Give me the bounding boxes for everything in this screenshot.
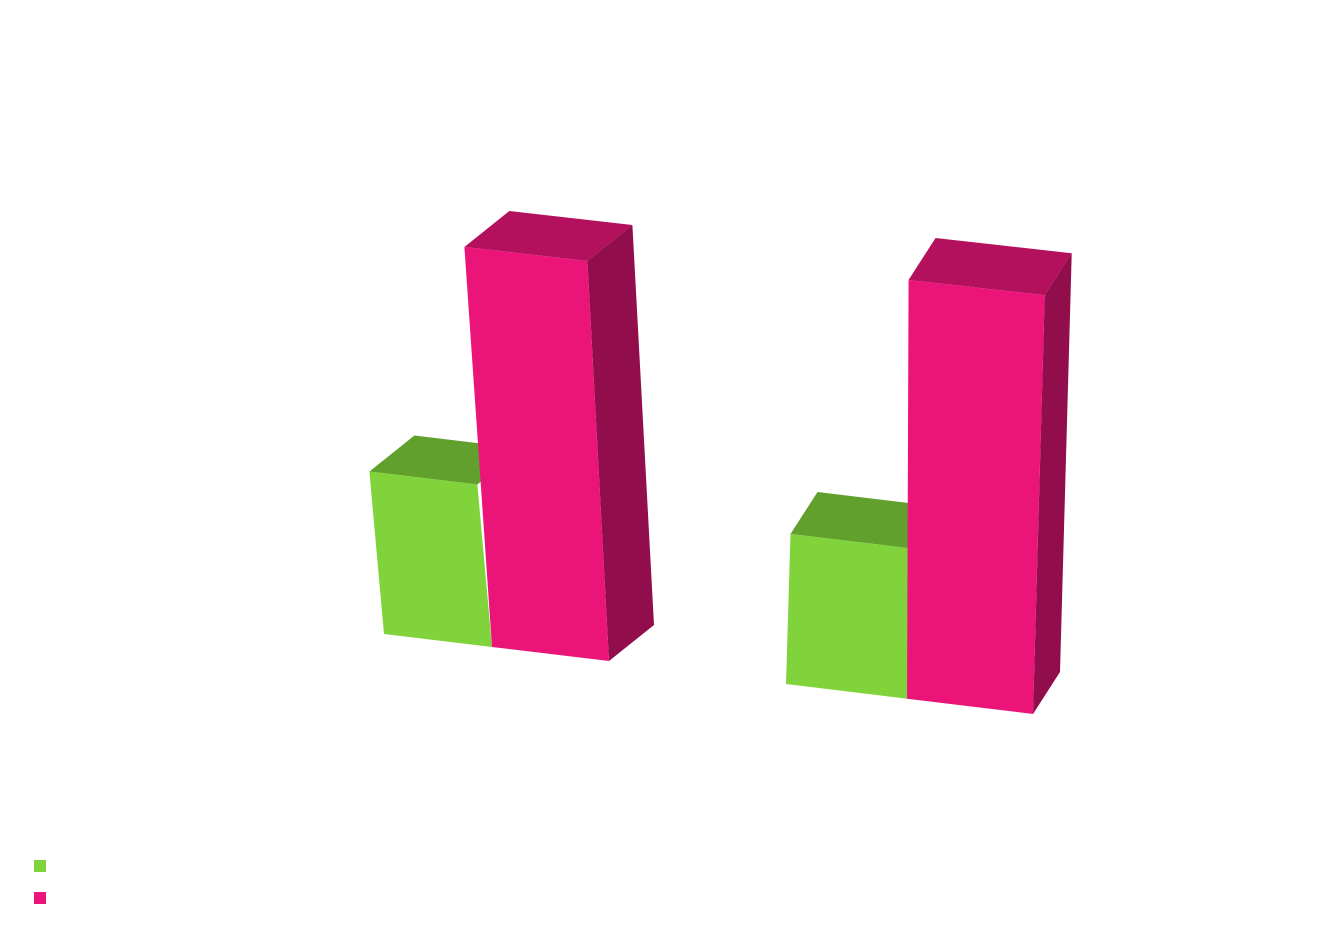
bar-front-cat2-series2: [907, 279, 1045, 714]
bar-top-cat1-series2: [464, 210, 633, 261]
legend-swatch-series-2: [34, 892, 46, 904]
bar-top-cat2-series2: [908, 237, 1072, 296]
legend-swatch-series-1: [34, 860, 46, 872]
bar-side-cat1-series2: [587, 225, 654, 661]
bar-front-cat1-series1: [369, 471, 492, 647]
bar-top-cat2-series1: [790, 492, 941, 549]
bar-front-cat2-series1: [786, 534, 914, 699]
bar-cat2-series2: [907, 237, 1072, 714]
bar-cat1-series2: [464, 210, 654, 661]
bar-side-cat2-series2: [1033, 253, 1072, 714]
legend-item-series-2: [34, 890, 54, 922]
bar-cat2-series1: [786, 492, 941, 699]
bar-front-cat1-series2: [464, 246, 609, 661]
legend: [34, 858, 54, 922]
legend-item-series-1: [34, 858, 54, 890]
